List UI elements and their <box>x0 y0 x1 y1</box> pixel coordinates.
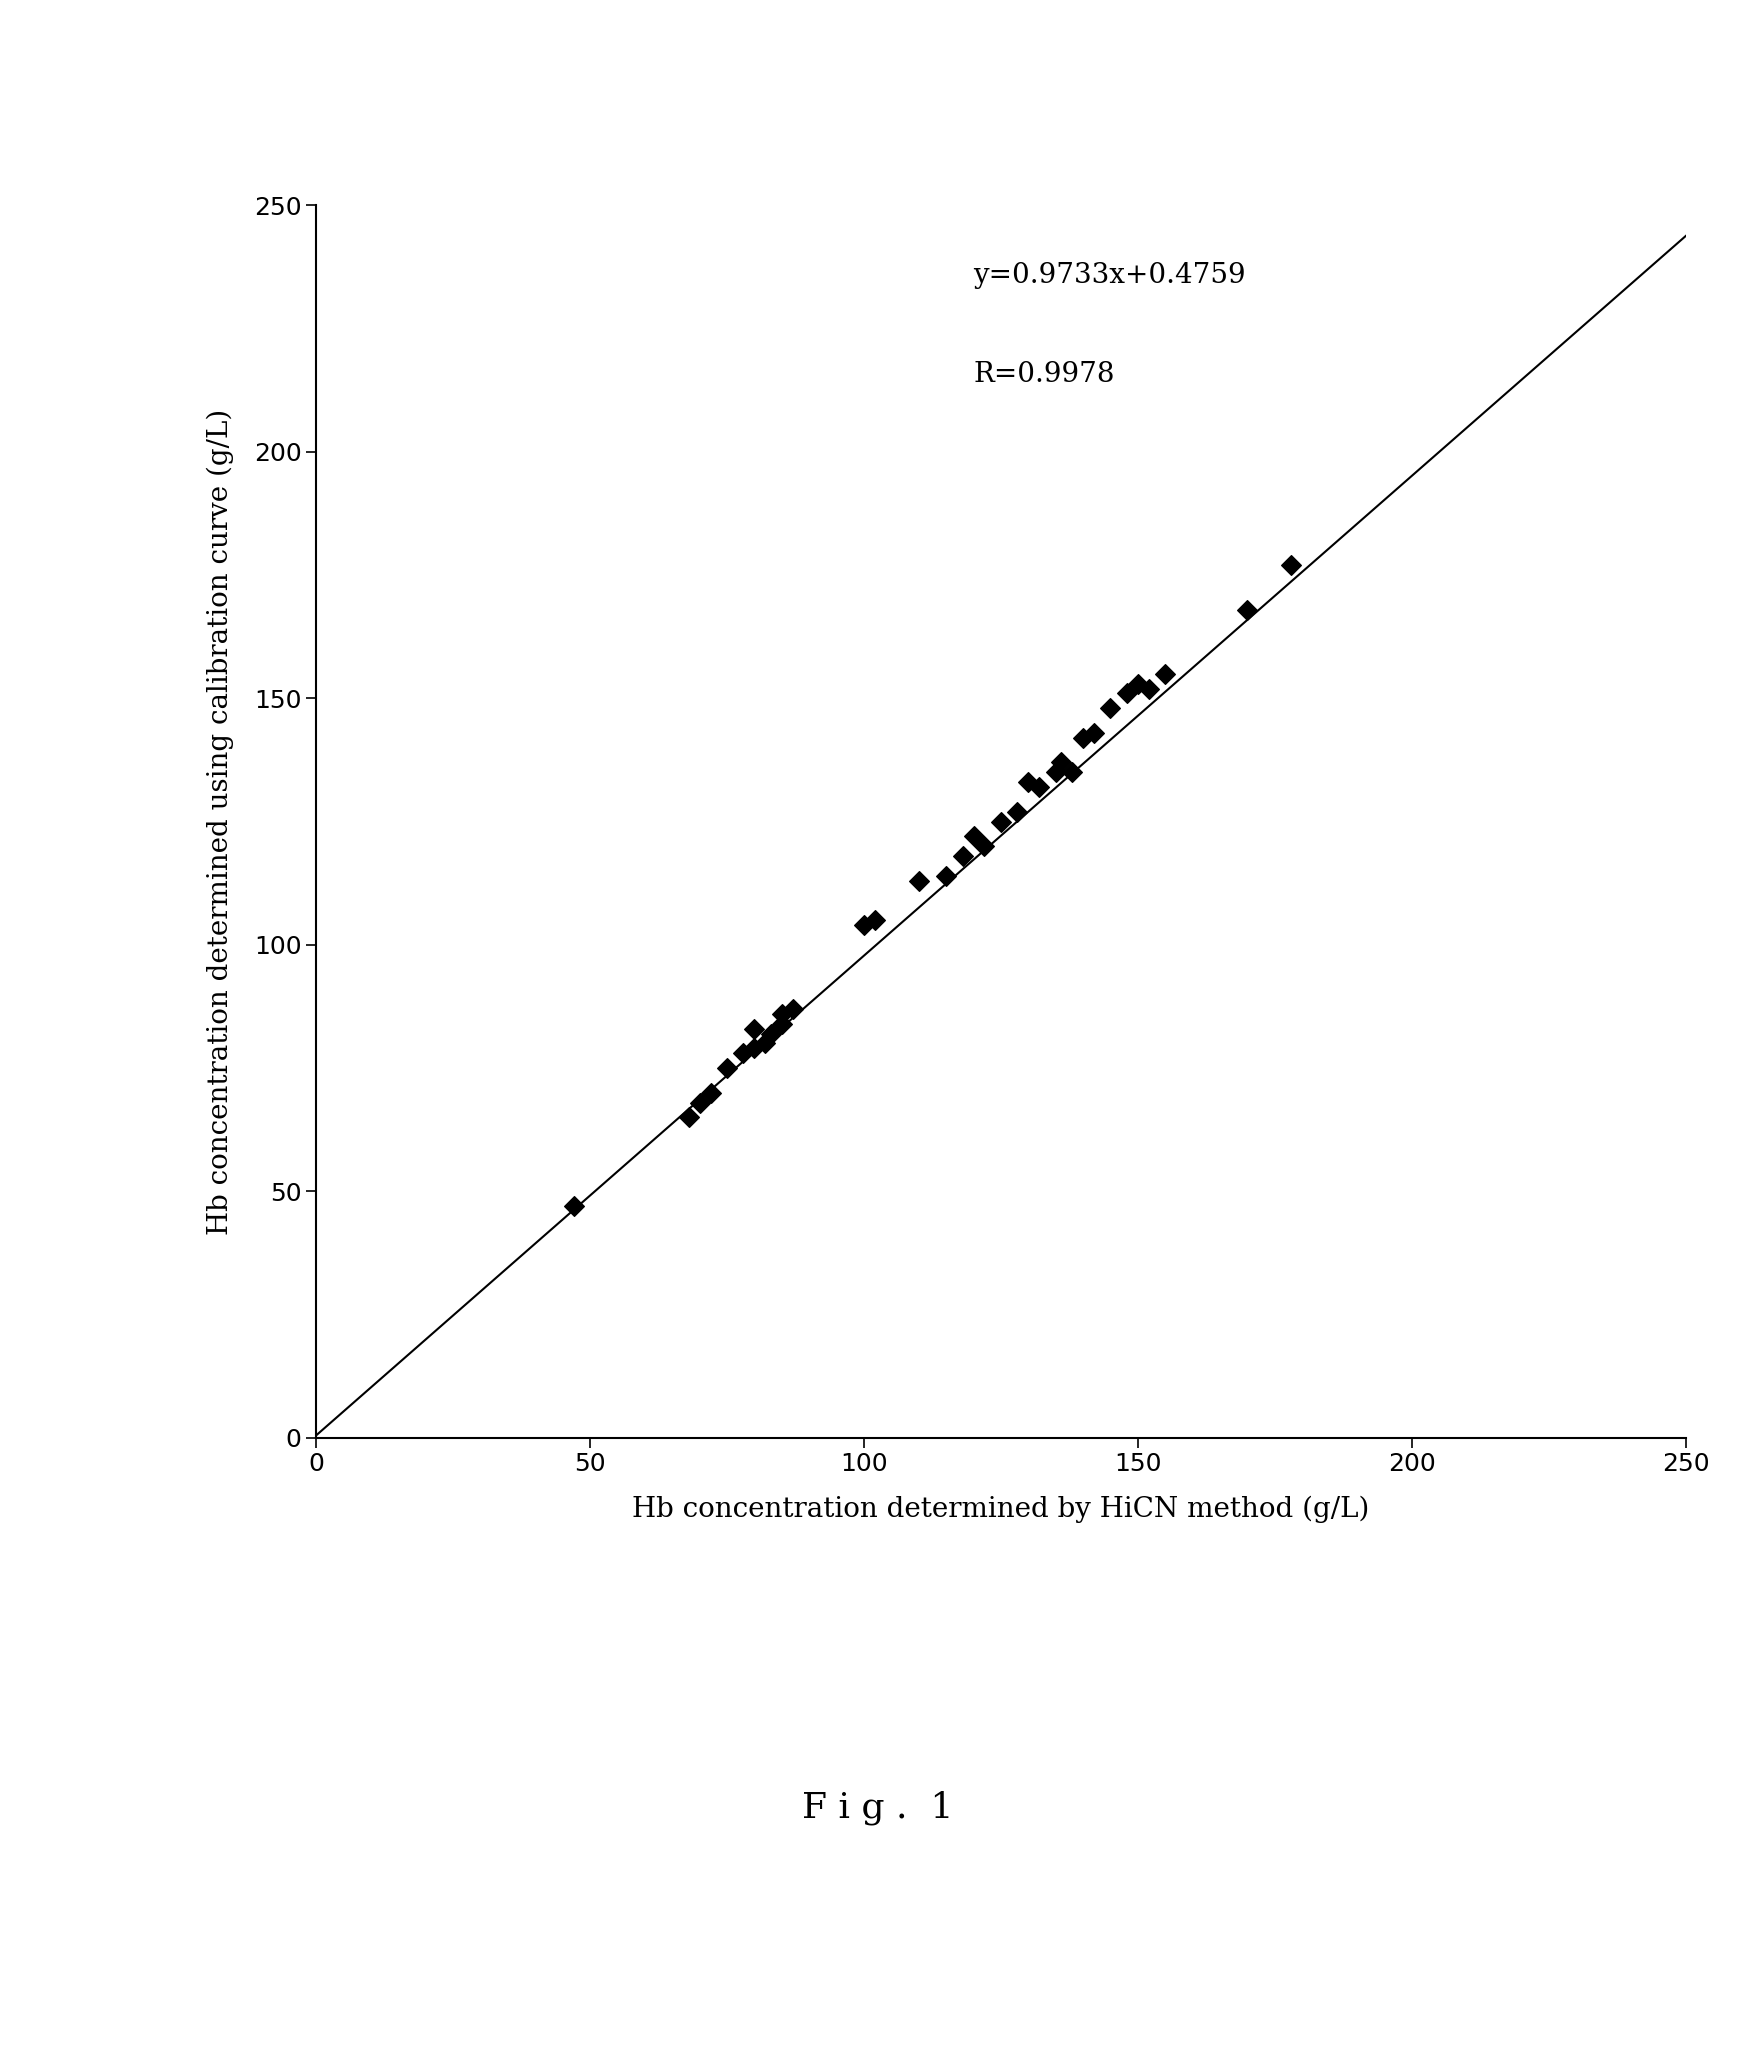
Point <box>1232 594 1260 626</box>
Point <box>684 1087 713 1119</box>
Point <box>1079 717 1107 750</box>
Point <box>728 1037 756 1070</box>
Point <box>1041 756 1069 789</box>
Text: R=0.9978: R=0.9978 <box>972 362 1114 388</box>
Point <box>1276 548 1304 581</box>
Point <box>1025 770 1053 803</box>
Text: F i g .  1: F i g . 1 <box>802 1791 953 1824</box>
Point <box>1058 756 1086 789</box>
Point <box>767 1006 795 1039</box>
Point <box>1046 746 1074 778</box>
Text: y=0.9733x+0.4759: y=0.9733x+0.4759 <box>972 263 1246 290</box>
Point <box>741 1013 769 1045</box>
Point <box>1123 668 1151 700</box>
Point <box>756 1017 784 1050</box>
Point <box>1069 721 1097 754</box>
Point <box>1134 672 1162 705</box>
Point <box>1113 678 1141 711</box>
X-axis label: Hb concentration determined by HiCN method (g/L): Hb concentration determined by HiCN meth… <box>632 1495 1369 1524</box>
Point <box>1095 692 1123 725</box>
Point <box>560 1189 588 1222</box>
Point <box>767 998 795 1031</box>
Point <box>1014 766 1042 799</box>
Point <box>1151 657 1179 690</box>
Point <box>697 1076 725 1109</box>
Point <box>674 1101 702 1134</box>
Point <box>751 1027 779 1060</box>
Point <box>948 840 976 873</box>
Point <box>971 830 999 863</box>
Point <box>849 908 878 941</box>
Point <box>741 1031 769 1064</box>
Point <box>713 1052 741 1085</box>
Y-axis label: Hb concentration determined using calibration curve (g/L): Hb concentration determined using calibr… <box>207 409 233 1234</box>
Point <box>986 805 1014 838</box>
Point <box>932 859 960 891</box>
Point <box>1002 795 1030 828</box>
Point <box>904 865 932 898</box>
Point <box>777 992 806 1025</box>
Point <box>958 820 986 852</box>
Point <box>860 904 888 937</box>
